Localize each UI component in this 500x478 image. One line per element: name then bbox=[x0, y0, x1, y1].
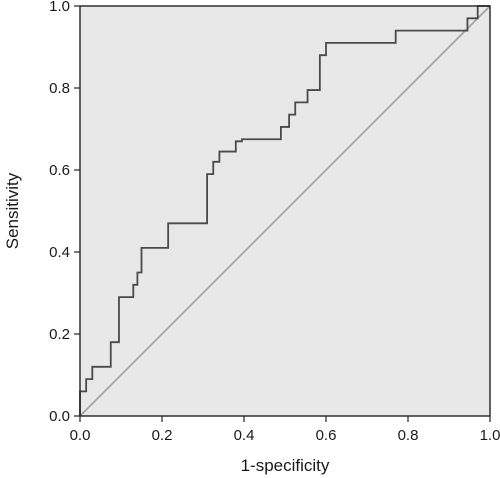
x-tick-label: 0.6 bbox=[316, 427, 337, 444]
x-axis-title: 1-specificity bbox=[241, 456, 330, 475]
y-tick-label: 0.8 bbox=[49, 80, 70, 97]
y-tick-label: 0.0 bbox=[49, 408, 70, 425]
x-tick-label: 0.2 bbox=[152, 427, 173, 444]
y-tick-label: 0.4 bbox=[49, 244, 70, 261]
reference-line bbox=[79, 5, 491, 417]
x-tick-label: 1.0 bbox=[480, 427, 500, 444]
x-tick-label: 0.8 bbox=[398, 427, 419, 444]
x-tick-label: 0.4 bbox=[234, 427, 255, 444]
y-axis-title: Sensitivity bbox=[3, 172, 22, 249]
x-tick-label: 0.0 bbox=[70, 427, 91, 444]
roc-curve bbox=[79, 5, 490, 416]
y-tick-label: 1.0 bbox=[49, 0, 70, 15]
plot-frame bbox=[79, 5, 491, 417]
y-tick-label: 0.6 bbox=[49, 162, 70, 179]
y-tick-label: 0.2 bbox=[49, 326, 70, 343]
